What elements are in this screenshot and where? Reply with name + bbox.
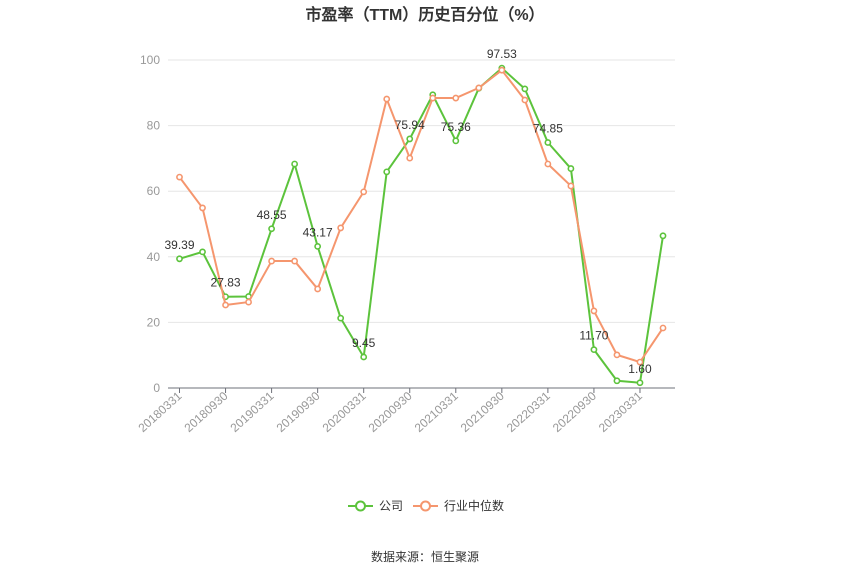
company-point [659,232,667,240]
industry-median-point [636,358,644,366]
company-point [452,137,460,145]
company-point [199,248,206,256]
y-tick-label: 80 [147,119,161,133]
industry-median-point [521,96,529,104]
industry-median-point [383,95,391,103]
industry-median-point [567,182,575,190]
x-tick-label: 20230331 [596,389,645,435]
company-point [406,135,414,143]
industry-median-point [176,173,183,181]
company-point [636,379,644,387]
y-tick-label: 0 [153,381,160,395]
legend-marker-company [355,500,366,512]
x-tick-label: 20220331 [504,389,553,435]
industry-median-point [544,160,552,168]
industry-median-point [429,94,437,102]
industry-median-series [176,66,667,366]
industry-median-point [268,257,275,265]
company-point [521,85,529,93]
industry-median-point [337,224,345,232]
industry-median-point [222,301,229,309]
industry-median-point [360,188,368,196]
x-tick-label: 20200331 [320,389,369,435]
y-tick-label: 100 [140,53,160,67]
company-point-label: 1.60 [628,362,652,376]
company-point [337,314,345,322]
company-point [544,139,552,146]
y-tick-label: 40 [147,250,161,264]
company-point-label: 27.83 [211,276,241,290]
company-point-label: 11.70 [579,329,608,343]
legend-label-industry-median: 行业中位数 [444,498,504,513]
x-tick-label: 20190331 [228,389,277,435]
x-tick-label: 20200930 [366,389,415,435]
x-tick-label: 20220930 [550,389,599,435]
y-tick-label: 20 [147,315,161,329]
company-line [179,67,664,384]
industry-median-point [291,257,299,265]
industry-median-point [199,204,206,212]
legend: 公司 行业中位数 [348,498,504,513]
industry-median-point [659,324,667,332]
x-tick-label: 20210930 [458,389,507,435]
legend-marker-industry-median [420,500,431,512]
data-labels: 39.39 27.83 48.55 43.17 9.45 75.94 75.36 97.53 7… [164,47,651,376]
company-point [314,243,322,250]
x-tick-label: 20180331 [135,389,184,435]
company-point [291,160,299,168]
company-point-label: 39.39 [164,238,194,252]
series-layer [176,64,667,387]
x-tick-label: 20210331 [412,389,461,435]
company-point [567,165,575,172]
legend-item-company[interactable]: 公司 [348,499,403,513]
y-tick-label: 60 [147,184,161,198]
company-point-label: 9.45 [352,336,376,350]
industry-median-point [245,298,252,306]
source-note: 数据来源：恒生聚源 [371,549,479,564]
legend-label-company: 公司 [379,499,403,513]
industry-median-point [613,351,621,359]
chart-title: 市盈率（TTM）历史百分位（%） [305,5,544,24]
company-point [176,255,183,263]
axes: 2018033120180930201903312019093020200331… [135,387,675,435]
company-point [383,168,391,176]
company-point-label: 75.94 [395,118,425,132]
industry-median-point [590,307,598,315]
industry-median-point [475,84,483,92]
legend-item-industry-median[interactable]: 行业中位数 [413,498,504,513]
grid: 0 20 40 60 80 100 [140,53,675,395]
company-point-label: 43.17 [303,225,333,239]
industry-median-point [452,94,460,102]
company-point [613,377,621,385]
company-point-label: 97.53 [487,47,517,61]
industry-median-line [178,69,664,364]
industry-median-point [406,154,414,162]
industry-median-point [498,66,506,74]
x-tick-label: 20180930 [182,389,231,435]
x-tick-label: 20190930 [274,389,323,435]
company-point [360,353,368,361]
company-point-label: 48.55 [257,208,287,222]
industry-median-point [314,285,322,293]
company-point [268,225,275,233]
company-point-label: 74.85 [533,121,563,135]
company-point-label: 75.36 [441,120,471,134]
company-point [590,346,598,354]
